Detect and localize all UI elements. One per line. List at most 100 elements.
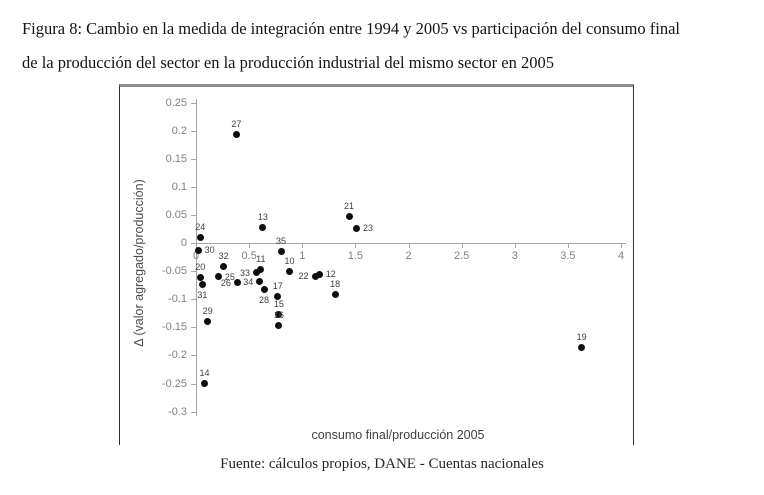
scatter-plot: 0 0.5 1 1.5 2 2.5 3 3.5 4 0.25 0.2 0.15 0.1 0.05 0 -0.0… (120, 87, 633, 445)
point-label-35: 35 (275, 236, 287, 247)
data-point-14 (201, 380, 208, 387)
data-point-28 (260, 286, 268, 294)
data-point-25 (214, 273, 222, 281)
figure-caption: Figura 8: Cambio en la medida de integra… (22, 12, 746, 80)
point-label-12: 12 (325, 269, 336, 280)
data-point-16 (275, 322, 283, 330)
data-point-35 (277, 248, 285, 256)
y-axis-line (196, 98, 197, 416)
y-tick-label: -0.25 (161, 377, 187, 390)
data-point-20 (196, 274, 204, 282)
point-label-11: 11 (256, 254, 266, 265)
data-point-10 (286, 267, 293, 275)
point-label-16: 16 (273, 310, 284, 321)
data-point-30 (194, 246, 202, 254)
x-tick-label: 2 (405, 250, 412, 262)
point-label-20: 20 (195, 262, 206, 273)
y-axis-tick (191, 327, 196, 329)
x-tick-label: 3 (511, 250, 518, 262)
point-label-19: 19 (576, 332, 587, 343)
point-label-34: 34 (243, 276, 254, 287)
data-point-26 (233, 279, 241, 287)
data-point-27 (232, 131, 240, 139)
x-tick-label: 3.5 (560, 250, 576, 262)
y-tick-label: 0.15 (165, 152, 187, 165)
x-tick-label: 1.5 (347, 250, 364, 262)
y-tick-label: 0.2 (171, 124, 187, 137)
data-point-19 (578, 344, 586, 352)
point-label-15: 15 (273, 298, 284, 309)
y-axis-title: Δ (valor agregado/producción) (132, 179, 146, 347)
data-point-13 (259, 223, 267, 231)
data-point-34 (256, 278, 264, 286)
x-axis-tick (196, 243, 197, 248)
figure-caption-line1: Figura 8: Cambio en la medida de integra… (22, 19, 680, 38)
x-axis-line (196, 243, 626, 244)
x-tick-label: 0.5 (241, 250, 257, 262)
point-label-24: 24 (195, 221, 206, 232)
data-point-17 (274, 293, 282, 301)
x-axis-tick (621, 243, 622, 248)
x-tick-label: 2.5 (453, 250, 470, 262)
point-label-31: 31 (197, 289, 208, 300)
y-axis-tick (191, 271, 196, 273)
data-point-31 (198, 280, 206, 288)
x-axis-tick (514, 243, 516, 248)
y-tick-label: 0.05 (165, 208, 187, 221)
point-label-32: 32 (218, 251, 229, 262)
x-tick-label: 0 (192, 250, 200, 262)
y-axis-tick (191, 411, 196, 413)
y-axis-tick (191, 383, 196, 385)
data-point-11 (257, 266, 265, 274)
point-label-26: 26 (220, 277, 231, 288)
data-point-18 (331, 290, 339, 298)
y-tick-label: -0.05 (161, 265, 187, 278)
x-axis-tick (567, 243, 569, 248)
y-axis-tick (191, 102, 196, 104)
data-point-21 (345, 213, 353, 221)
data-point-15 (275, 310, 283, 318)
x-tick-label: 1 (299, 250, 306, 262)
point-label-13: 13 (257, 211, 268, 222)
y-tick-label: -0.2 (168, 349, 187, 362)
y-axis-tick (191, 299, 196, 301)
data-point-33 (253, 269, 261, 277)
y-tick-label: 0 (180, 237, 187, 249)
figure-caption-line2: de la producción del sector en la produc… (22, 53, 554, 72)
y-tick-label: 0.1 (171, 180, 187, 193)
y-axis-tick (191, 158, 196, 160)
data-point-29 (204, 318, 212, 326)
chart-area: 0 0.5 1 1.5 2 2.5 3 3.5 4 0.25 0.2 0.15 0.1 0.05 0 -0.0… (119, 84, 634, 445)
x-axis-title: consumo final/producción 2005 (311, 428, 485, 442)
data-point-24 (196, 233, 204, 241)
point-label-27: 27 (231, 119, 242, 130)
point-label-23: 23 (362, 223, 373, 234)
point-label-14: 14 (199, 368, 210, 378)
x-axis-tick (408, 243, 410, 248)
point-label-28: 28 (258, 295, 270, 306)
y-axis-tick (191, 186, 196, 188)
y-axis-tick (191, 355, 196, 357)
point-label-21: 21 (343, 201, 355, 212)
y-tick-label: -0.15 (161, 321, 187, 334)
y-tick-label: -0.3 (168, 405, 187, 418)
x-axis-tick (302, 243, 304, 248)
data-point-23 (352, 224, 360, 232)
point-label-17: 17 (272, 281, 283, 292)
data-point-32 (220, 263, 228, 271)
y-axis-tick (191, 214, 196, 216)
point-label-25: 25 (224, 271, 235, 282)
point-label-18: 18 (330, 278, 341, 289)
point-label-22: 22 (298, 271, 309, 282)
point-label-30: 30 (204, 245, 215, 256)
y-tick-label: -0.1 (168, 293, 187, 306)
point-label-33: 33 (240, 267, 251, 278)
y-tick-label: 0.25 (165, 96, 187, 109)
point-label-10: 10 (284, 255, 295, 266)
y-axis-tick (191, 243, 196, 244)
data-point-22 (311, 272, 319, 280)
y-axis-tick (191, 130, 196, 132)
x-axis-tick (461, 243, 463, 248)
x-tick-label: 4 (617, 250, 625, 262)
